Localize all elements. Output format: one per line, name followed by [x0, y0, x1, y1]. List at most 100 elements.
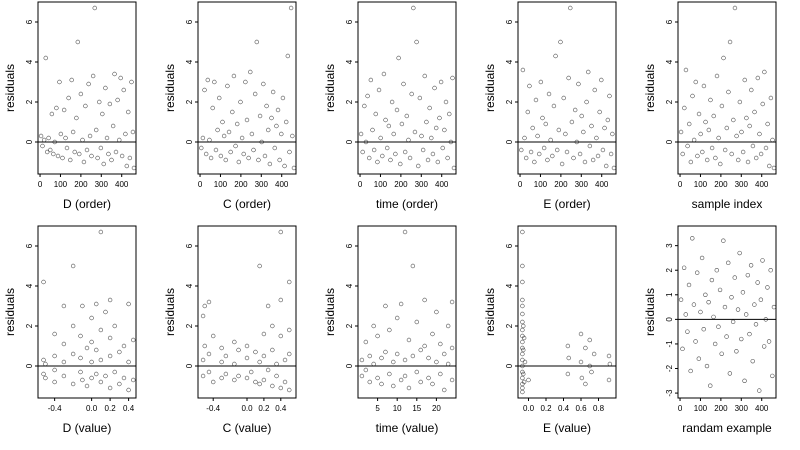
plot-frame	[197, 1, 297, 175]
data-point	[219, 375, 224, 381]
x-tick-label: 0.4	[123, 404, 135, 413]
data-point	[236, 347, 241, 353]
data-point	[709, 277, 715, 283]
data-point	[753, 322, 759, 327]
data-point	[228, 149, 233, 155]
x-tick-label: 200	[714, 180, 728, 189]
data-point	[683, 67, 689, 73]
data-point	[449, 299, 455, 305]
data-point	[206, 299, 212, 305]
data-point	[587, 363, 592, 369]
data-point	[199, 145, 204, 151]
y-tick-label: 6	[185, 243, 194, 248]
data-point	[378, 135, 383, 141]
data-points	[678, 236, 777, 393]
data-point	[46, 135, 51, 141]
data-point	[398, 301, 404, 307]
data-point	[520, 311, 525, 317]
data-point	[398, 377, 404, 383]
data-point	[564, 149, 570, 155]
data-point	[70, 263, 76, 269]
y-tick-label: 6	[505, 243, 514, 248]
plot-frame	[357, 225, 457, 399]
data-point	[279, 131, 284, 137]
data-point	[126, 359, 131, 365]
data-point	[282, 163, 287, 169]
data-point	[721, 55, 726, 61]
plot-frame	[517, 225, 617, 399]
data-point	[278, 385, 283, 391]
data-point	[110, 123, 116, 129]
data-point	[236, 159, 242, 165]
data-point	[261, 331, 267, 337]
data-point	[376, 87, 382, 93]
data-point	[391, 359, 396, 365]
data-point	[426, 355, 431, 361]
plot-frame	[517, 1, 617, 175]
data-point	[735, 307, 741, 312]
data-point	[750, 143, 756, 149]
data-point	[51, 151, 56, 157]
x-axis-label: time (order)	[376, 197, 438, 211]
data-point	[107, 101, 113, 107]
data-point	[395, 351, 400, 357]
x-axis-label: time (value)	[376, 421, 439, 435]
data-point	[127, 155, 133, 161]
data-point	[607, 93, 612, 99]
data-point	[427, 105, 432, 111]
data-point	[691, 302, 697, 307]
y-tick-label: 2	[505, 99, 514, 104]
data-point	[687, 121, 692, 127]
data-point	[565, 343, 571, 349]
data-point	[678, 297, 684, 302]
data-point	[80, 303, 85, 309]
x-tick-label: 0.0	[523, 404, 535, 413]
data-point	[550, 153, 555, 159]
x-tick-label: 400	[275, 180, 289, 189]
data-point	[106, 151, 111, 157]
data-point	[688, 368, 693, 374]
y-tick-label: 2	[185, 323, 194, 328]
data-point	[117, 349, 122, 355]
data-point	[589, 123, 594, 129]
data-point	[703, 292, 708, 297]
data-point	[90, 73, 96, 79]
data-point	[418, 347, 423, 353]
data-point	[92, 5, 97, 11]
data-point	[398, 161, 403, 167]
data-point	[740, 149, 746, 155]
data-point	[274, 373, 279, 379]
data-point	[126, 387, 131, 393]
data-point	[736, 157, 741, 163]
data-point	[52, 379, 57, 385]
data-point	[235, 121, 240, 127]
data-point	[61, 359, 67, 365]
data-point	[131, 337, 136, 343]
y-tick-label: 4	[25, 59, 34, 64]
data-point	[387, 371, 392, 377]
data-point	[579, 113, 584, 119]
data-point	[607, 361, 613, 367]
data-point	[404, 113, 409, 119]
data-point	[742, 378, 747, 383]
data-points	[678, 5, 777, 171]
data-point	[763, 317, 768, 322]
data-point	[402, 373, 408, 379]
data-points	[200, 229, 292, 393]
data-point	[419, 133, 424, 139]
data-point	[206, 351, 212, 357]
data-point	[520, 385, 525, 391]
y-tick-label: 2	[25, 323, 34, 328]
data-point	[370, 127, 375, 133]
x-tick-label: 0.4	[558, 404, 570, 413]
data-point	[554, 147, 560, 153]
data-point	[48, 147, 53, 153]
data-point	[223, 353, 229, 359]
data-point	[253, 379, 258, 385]
data-point	[104, 135, 110, 141]
data-point	[755, 75, 761, 81]
data-point	[711, 314, 716, 320]
data-point	[595, 153, 601, 159]
data-point	[78, 369, 83, 375]
data-point	[706, 127, 712, 133]
